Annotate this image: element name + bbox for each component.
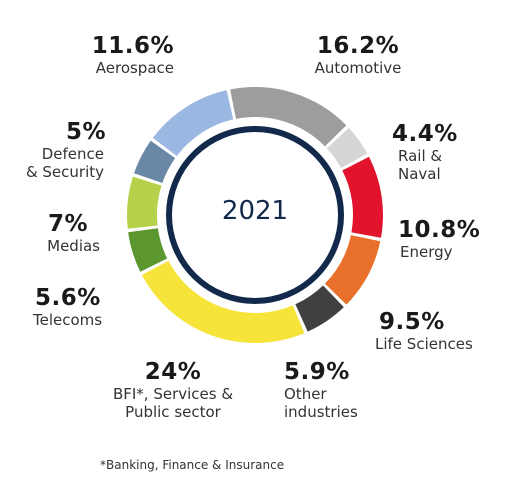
footnote: *Banking, Finance & Insurance xyxy=(100,458,285,472)
category-label-telecoms: Telecoms xyxy=(33,311,103,330)
center-year-label: 2021 xyxy=(221,196,289,226)
value-label-telecoms: 5.6% xyxy=(35,285,101,311)
slice-automotive xyxy=(230,87,347,147)
slice-aerospace xyxy=(152,90,234,156)
category-label-bfi-2: Public sector xyxy=(125,402,221,421)
label-energy: 10.8% Energy xyxy=(398,218,498,261)
category-label-rail-naval-1: Rail & xyxy=(398,147,443,166)
center-ring xyxy=(166,126,344,304)
label-automotive: 16.2% Automotive xyxy=(308,34,408,77)
slice-medias xyxy=(127,176,162,229)
label-rail-naval: 4.4% Rail & Naval xyxy=(392,122,472,183)
category-label-other-industries-1: Other xyxy=(284,385,327,404)
category-label-life-sciences: Life Sciences xyxy=(375,335,473,354)
label-aerospace: 11.6% Aerospace xyxy=(60,34,174,77)
value-label-medias: 7% xyxy=(48,211,89,237)
label-telecoms: 5.6% Telecoms xyxy=(33,286,143,329)
value-label-rail-naval: 4.4% xyxy=(392,121,458,147)
donut-slices xyxy=(127,87,383,343)
category-label-defence-2: & Security xyxy=(25,162,104,181)
category-label-aerospace: Aerospace xyxy=(95,59,174,78)
category-label-medias: Medias xyxy=(47,237,100,256)
value-label-automotive: 16.2% xyxy=(316,33,400,59)
value-label-other-industries: 5.9% xyxy=(284,359,350,385)
value-label-energy: 10.8% xyxy=(398,217,481,243)
category-label-other-industries-2: industries xyxy=(284,402,358,421)
category-label-bfi-1: BFI*, Services & xyxy=(112,385,234,404)
value-label-bfi: 24% xyxy=(144,359,202,385)
category-label-automotive: Automotive xyxy=(314,59,402,78)
value-label-life-sciences: 9.5% xyxy=(379,309,445,335)
slice-rail-naval xyxy=(326,127,368,169)
label-bfi: 24% BFI*, Services & Public sector xyxy=(98,360,248,421)
category-label-energy: Energy xyxy=(400,243,453,262)
slice-other-industries xyxy=(295,285,344,332)
slice-life-sciences xyxy=(324,235,381,305)
slice-telecoms xyxy=(128,228,168,272)
label-life-sciences: 9.5% Life Sciences xyxy=(375,310,515,353)
value-label-aerospace: 11.6% xyxy=(91,33,174,59)
category-label-defence-1: Defence xyxy=(41,145,104,164)
value-label-defence-security: 5% xyxy=(66,119,107,145)
label-other-industries: 5.9% Other industries xyxy=(284,360,394,421)
category-label-rail-naval-2: Naval xyxy=(398,164,441,183)
label-defence-security: 5% Defence & Security xyxy=(6,119,107,181)
label-medias: 7% Medias xyxy=(20,212,100,255)
slice-defence-security xyxy=(134,140,176,184)
slice-bfi-services-public-sector xyxy=(141,260,305,343)
slice-energy xyxy=(342,156,383,238)
